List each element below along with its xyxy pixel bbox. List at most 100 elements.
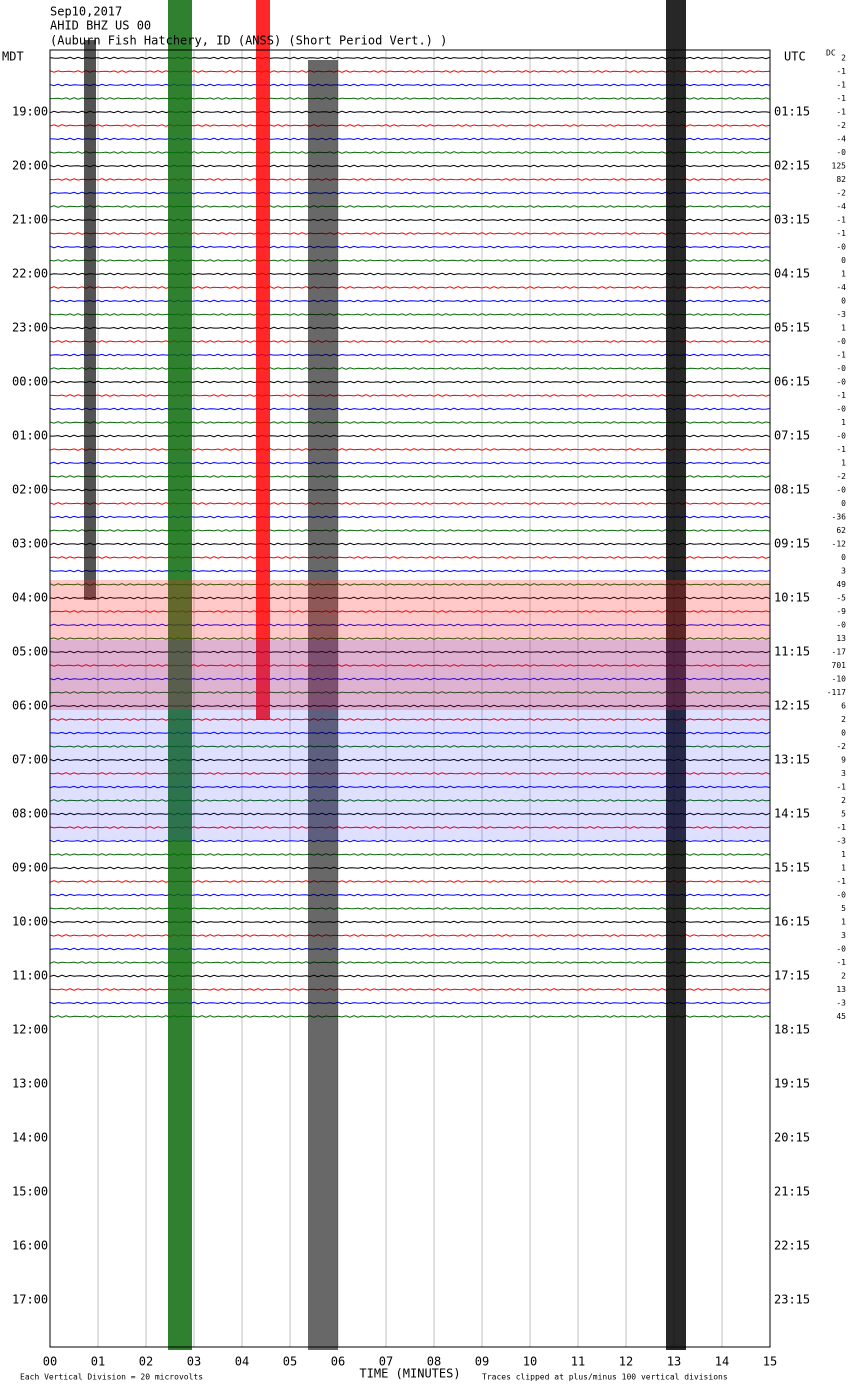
- right-time-label: 06:15: [774, 375, 810, 389]
- left-time-label: 15:00: [12, 1185, 48, 1199]
- dc-offset: -3: [836, 837, 846, 846]
- dc-offset: 0: [841, 297, 846, 306]
- right-time-label: 01:15: [774, 105, 810, 119]
- dc-offset: 2: [841, 972, 846, 981]
- trace: [49, 596, 771, 600]
- x-tick-label: 08: [427, 1355, 441, 1369]
- x-tick-label: 04: [235, 1355, 249, 1369]
- dc-offset: 3: [841, 567, 846, 576]
- left-time-label: 03:00: [12, 537, 48, 551]
- dc-offset: -3: [836, 999, 846, 1008]
- trace: [49, 839, 771, 843]
- trace: [49, 326, 771, 330]
- dc-offset: -0: [836, 486, 846, 495]
- trace: [49, 232, 771, 235]
- left-time-label: 23:00: [12, 321, 48, 335]
- left-time-label: 19:00: [12, 105, 48, 119]
- left-time-label: 07:00: [12, 753, 48, 767]
- dc-offset: 5: [841, 810, 846, 819]
- left-time-label: 16:00: [12, 1239, 48, 1253]
- left-time-label: 12:00: [12, 1023, 48, 1037]
- dc-offset: -0: [836, 364, 846, 373]
- location: (Auburn Fish Hatchery, ID (ANSS) (Short …: [50, 34, 447, 48]
- trace: [49, 663, 771, 667]
- right-time-label: 04:15: [774, 267, 810, 281]
- left-time-label: 05:00: [12, 645, 48, 659]
- trace: [49, 69, 771, 73]
- right-time-label: 08:15: [774, 483, 810, 497]
- x-tick-label: 13: [667, 1355, 681, 1369]
- dc-offset: 2: [841, 715, 846, 724]
- dc-offset: -1: [836, 958, 846, 967]
- x-tick-label: 10: [523, 1355, 537, 1369]
- right-time-label: 20:15: [774, 1131, 810, 1145]
- dc-offset: -0: [836, 945, 846, 954]
- right-time-label: 07:15: [774, 429, 810, 443]
- x-tick-label: 09: [475, 1355, 489, 1369]
- left-time-label: 06:00: [12, 699, 48, 713]
- trace: [49, 205, 771, 208]
- trace: [49, 826, 771, 829]
- dc-offset: -1: [836, 877, 846, 886]
- dc-offset: -12: [832, 540, 847, 549]
- dc-offset: 1: [841, 324, 846, 333]
- trace: [49, 745, 771, 748]
- dc-offset: 13: [836, 985, 846, 994]
- trace: [49, 1001, 771, 1005]
- trace: [49, 56, 771, 60]
- x-tick-label: 07: [379, 1355, 393, 1369]
- trace: [49, 880, 771, 884]
- dc-offset: 1: [841, 270, 846, 279]
- trace: [49, 515, 771, 519]
- trace: [49, 421, 771, 424]
- trace: [49, 434, 771, 438]
- plot-frame: [49, 49, 771, 1348]
- trace: [49, 97, 771, 100]
- trace: [49, 542, 771, 546]
- station: AHID BHZ US 00: [50, 19, 151, 33]
- left-time-label: 20:00: [12, 159, 48, 173]
- dc-offset: -9: [836, 607, 846, 616]
- trace: [49, 313, 771, 316]
- trace: [49, 893, 771, 897]
- trace: [49, 245, 771, 249]
- dc-offset: -0: [836, 405, 846, 414]
- dc-offset: 701: [832, 661, 847, 670]
- footer-clip: Traces clipped at plus/minus 100 vertica…: [482, 1373, 728, 1382]
- trace: [49, 1015, 771, 1018]
- dc-offset: -1: [836, 783, 846, 792]
- trace: [49, 731, 771, 735]
- dc-offset: -1: [836, 351, 846, 360]
- x-tick-label: 06: [331, 1355, 345, 1369]
- x-tick-label: 05: [283, 1355, 297, 1369]
- dc-offset: 49: [836, 580, 846, 589]
- dc-offset: -5: [836, 594, 846, 603]
- dc-offset: -0: [836, 337, 846, 346]
- left-time-label: 04:00: [12, 591, 48, 605]
- right-time-label: 14:15: [774, 807, 810, 821]
- trace: [49, 164, 771, 168]
- left-time-label: 00:00: [12, 375, 48, 389]
- dc-offset: -1: [836, 67, 846, 76]
- right-time-label: 16:15: [774, 915, 810, 929]
- dc-offset: 2: [841, 54, 846, 63]
- dc-offset: 1: [841, 459, 846, 468]
- dc-offset: -36: [832, 513, 847, 522]
- left-time-label: 10:00: [12, 915, 48, 929]
- x-tick-label: 14: [715, 1355, 729, 1369]
- x-tick-label: 03: [187, 1355, 201, 1369]
- left-time-label: 21:00: [12, 213, 48, 227]
- trace: [49, 529, 771, 532]
- bursts: [50, 0, 770, 1350]
- date: Sep10,2017: [50, 5, 122, 19]
- trace: [49, 380, 771, 384]
- dc-offset: -0: [836, 243, 846, 252]
- left-time-label: 11:00: [12, 969, 48, 983]
- right-time-label: 05:15: [774, 321, 810, 335]
- dc-offset: 82: [836, 175, 846, 184]
- trace: [49, 718, 771, 721]
- trace: [49, 920, 770, 924]
- trace: [49, 866, 771, 870]
- dc-offset: -0: [836, 432, 846, 441]
